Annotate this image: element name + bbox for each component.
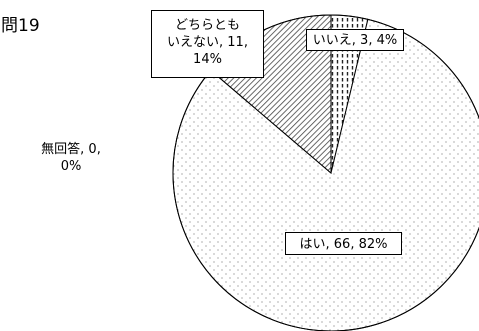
data-label-dochira-line-1: どちらとも [174,18,240,33]
data-label-dochira: どちらとも いえない, 11, 14% [151,10,264,78]
data-label-iie-line-1: いいえ, 3, 4% [312,33,398,48]
data-label-dochira-line-2: いえない, 11, [167,35,248,50]
question-title: 問19 [1,16,40,36]
data-label-hai-line-1: はい, 66, 82% [299,237,388,252]
data-label-mukaito: 無回答, 0, 0% [25,137,117,182]
data-label-dochira-line-3: 14% [193,52,222,67]
pie-outline [172,14,479,331]
data-label-iie: いいえ, 3, 4% [306,29,404,51]
data-label-mukaito-line-2: 0% [60,159,82,174]
data-label-mukaito-line-1: 無回答, 0, [41,142,101,157]
data-label-hai: はい, 66, 82% [285,232,402,255]
